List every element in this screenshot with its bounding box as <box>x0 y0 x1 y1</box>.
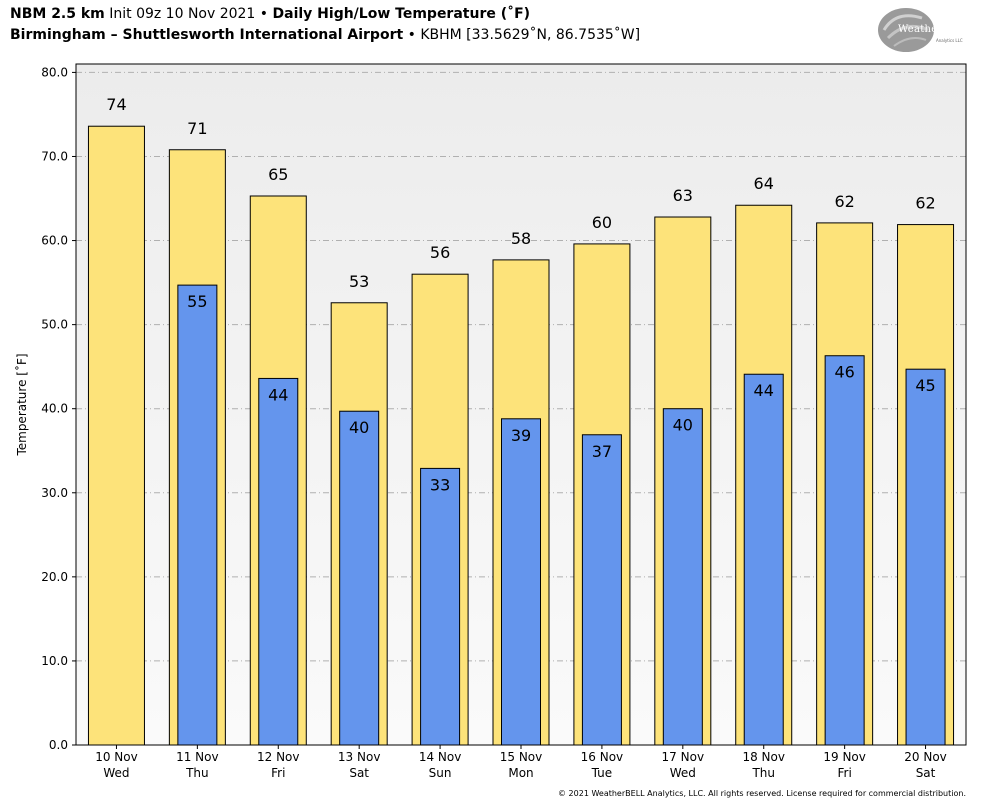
y-tick-label: 0.0 <box>49 738 68 752</box>
low-temp-label: 40 <box>673 416 693 435</box>
x-tick-label-date: 14 Nov <box>419 750 462 764</box>
y-tick-label: 40.0 <box>41 402 68 416</box>
low-temp-bar <box>662 408 703 746</box>
high-temp-label: 60 <box>592 213 612 232</box>
y-tick-label: 80.0 <box>41 65 68 79</box>
copyright-notice: © 2021 WeatherBELL Analytics, LLC. All r… <box>558 789 966 798</box>
x-tick-label-day: Sat <box>916 766 936 780</box>
x-tick-label-date: 13 Nov <box>338 750 381 764</box>
init-time: Init 09z 10 Nov 2021 • <box>104 6 273 22</box>
product-name: Daily High/Low Temperature (˚F) <box>272 6 531 22</box>
x-tick-label-date: 12 Nov <box>257 750 300 764</box>
low-temp-bar <box>420 467 461 746</box>
station-coordinates: • KBHM [33.5629˚N, 86.7535˚W] <box>403 27 641 43</box>
low-temp-bar <box>824 355 865 746</box>
x-tick-label-date: 11 Nov <box>176 750 219 764</box>
x-tick-label-day: Thu <box>185 766 209 780</box>
low-temp-label: 45 <box>915 376 935 395</box>
y-tick-label: 30.0 <box>41 486 68 500</box>
chart-title-line1: NBM 2.5 km Init 09z 10 Nov 2021 • Daily … <box>10 6 530 22</box>
low-temp-bar <box>339 410 380 746</box>
weatherbell-logo: WeatherBELL Analytics LLC <box>876 6 972 54</box>
high-temp-label: 62 <box>834 192 854 211</box>
y-tick-label: 10.0 <box>41 654 68 668</box>
x-tick-label-date: 15 Nov <box>500 750 543 764</box>
low-temp-bar <box>177 284 218 746</box>
logo-wordmark: WeatherBELL <box>898 24 972 35</box>
x-tick-label-day: Wed <box>670 766 696 780</box>
x-tick-label-date: 10 Nov <box>95 750 138 764</box>
x-tick-label-day: Fri <box>271 766 285 780</box>
low-temp-label: 44 <box>754 381 774 400</box>
low-temp-label: 46 <box>834 363 854 382</box>
bars: 74 71 55 65 44 53 40 56 33 58 39 60 37 63 40 64 44 62 46 62… <box>87 95 955 746</box>
x-tick-label-date: 18 Nov <box>742 750 785 764</box>
x-tick-label-date: 17 Nov <box>662 750 705 764</box>
y-axis-label: Temperature [˚F] <box>14 353 29 456</box>
x-tick-label-date: 16 Nov <box>581 750 624 764</box>
x-tick-label-day: Sun <box>429 766 452 780</box>
logo-subtext: Analytics LLC <box>936 38 963 43</box>
weatherbell-swirl-logo-icon <box>878 8 934 52</box>
x-tick-label-day: Sat <box>349 766 369 780</box>
temperature-bar-chart: 74 71 55 65 44 53 40 56 33 58 39 60 37 63 40 64 44 62 46 62… <box>14 63 967 780</box>
high-temp-label: 53 <box>349 272 369 291</box>
low-temp-label: 44 <box>268 385 288 404</box>
low-temp-label: 40 <box>349 418 369 437</box>
high-temp-label: 63 <box>673 186 693 205</box>
high-temp-bar <box>87 125 145 746</box>
location-name: Birmingham – Shuttlesworth International… <box>10 27 404 43</box>
axes: 0.0 10.0 20.0 30.0 40.0 50.0 60.0 70.0 80.0 10 No… <box>41 65 947 780</box>
chart-title-line2: Birmingham – Shuttlesworth International… <box>10 27 640 43</box>
y-tick-label: 20.0 <box>41 570 68 584</box>
y-tick-label: 70.0 <box>41 149 68 163</box>
low-temp-label: 37 <box>592 442 612 461</box>
low-temp-label: 39 <box>511 426 531 445</box>
x-tick-label-day: Tue <box>591 766 613 780</box>
x-tick-label-day: Wed <box>103 766 129 780</box>
y-tick-label: 50.0 <box>41 318 68 332</box>
y-tick-label: 60.0 <box>41 234 68 248</box>
high-temp-label: 62 <box>915 194 935 213</box>
x-tick-label-date: 19 Nov <box>823 750 866 764</box>
high-temp-label: 64 <box>754 174 774 193</box>
low-temp-bar <box>258 377 299 746</box>
high-temp-label: 58 <box>511 229 531 248</box>
model-name: NBM 2.5 km <box>10 6 105 22</box>
high-temp-label: 65 <box>268 165 288 184</box>
high-temp-label: 71 <box>187 119 207 138</box>
high-temp-label: 56 <box>430 243 450 262</box>
low-temp-bar <box>501 418 541 746</box>
low-temp-label: 33 <box>430 475 450 494</box>
high-temp-label: 74 <box>106 95 126 114</box>
low-temp-bar <box>743 373 784 746</box>
x-tick-label-day: Thu <box>751 766 775 780</box>
low-temp-label: 55 <box>187 292 207 311</box>
low-temp-bar <box>905 368 946 746</box>
x-tick-label-date: 20 Nov <box>904 750 947 764</box>
low-temp-bar <box>581 434 622 746</box>
x-tick-label-day: Mon <box>508 766 533 780</box>
x-tick-label-day: Fri <box>837 766 851 780</box>
